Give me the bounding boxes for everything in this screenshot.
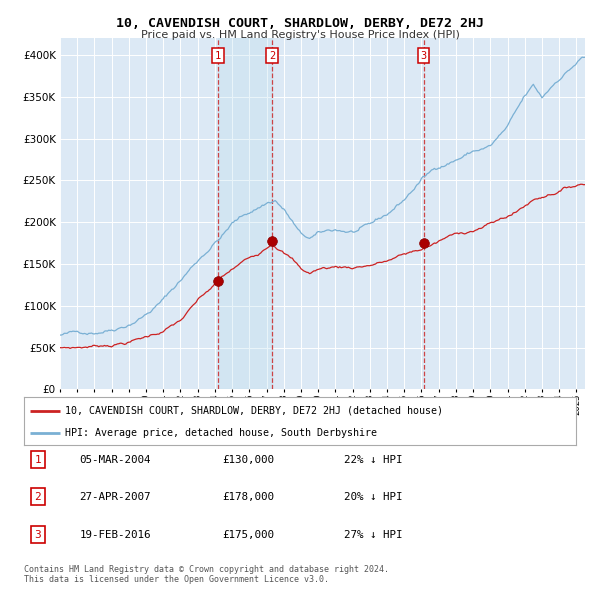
Text: £130,000: £130,000 — [223, 455, 275, 464]
Bar — [218, 38, 272, 389]
Text: 27-APR-2007: 27-APR-2007 — [79, 492, 151, 502]
Text: £175,000: £175,000 — [223, 530, 275, 539]
Text: 10, CAVENDISH COURT, SHARDLOW, DERBY, DE72 2HJ (detached house): 10, CAVENDISH COURT, SHARDLOW, DERBY, DE… — [65, 405, 443, 415]
Text: 1: 1 — [215, 51, 221, 61]
Text: 10, CAVENDISH COURT, SHARDLOW, DERBY, DE72 2HJ: 10, CAVENDISH COURT, SHARDLOW, DERBY, DE… — [116, 17, 484, 30]
Text: 22% ↓ HPI: 22% ↓ HPI — [344, 455, 403, 464]
Text: 3: 3 — [34, 530, 41, 539]
Text: 2: 2 — [269, 51, 275, 61]
Text: 19-FEB-2016: 19-FEB-2016 — [79, 530, 151, 539]
Text: 27% ↓ HPI: 27% ↓ HPI — [344, 530, 403, 539]
Text: 1: 1 — [34, 455, 41, 464]
Text: HPI: Average price, detached house, South Derbyshire: HPI: Average price, detached house, Sout… — [65, 428, 377, 438]
Text: 20% ↓ HPI: 20% ↓ HPI — [344, 492, 403, 502]
Text: 05-MAR-2004: 05-MAR-2004 — [79, 455, 151, 464]
Text: £178,000: £178,000 — [223, 492, 275, 502]
Text: Contains HM Land Registry data © Crown copyright and database right 2024.
This d: Contains HM Land Registry data © Crown c… — [24, 565, 389, 584]
Text: 3: 3 — [421, 51, 427, 61]
Text: 2: 2 — [34, 492, 41, 502]
Text: Price paid vs. HM Land Registry's House Price Index (HPI): Price paid vs. HM Land Registry's House … — [140, 30, 460, 40]
